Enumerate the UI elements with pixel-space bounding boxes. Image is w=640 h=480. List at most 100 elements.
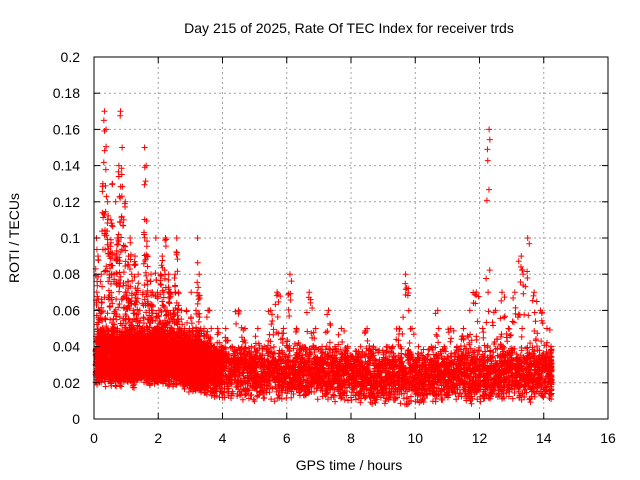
data-point — [102, 166, 109, 173]
data-point — [107, 303, 114, 310]
data-point — [102, 383, 109, 390]
data-point — [101, 315, 108, 322]
data-point — [101, 108, 108, 115]
data-point — [183, 307, 190, 314]
data-point — [93, 289, 100, 296]
data-point — [94, 293, 101, 300]
data-point — [99, 283, 106, 290]
data-point — [175, 306, 182, 313]
data-point — [108, 289, 115, 296]
data-point — [100, 308, 107, 315]
data-point — [103, 126, 110, 133]
data-point — [103, 193, 110, 200]
data-point — [112, 198, 119, 205]
data-point — [141, 281, 148, 288]
data-point — [95, 306, 102, 313]
data-point — [162, 243, 169, 250]
data-point — [103, 143, 110, 150]
data-point — [99, 228, 106, 235]
data-point — [131, 261, 138, 268]
data-point — [171, 275, 178, 282]
data-point — [103, 263, 110, 270]
data-point — [117, 108, 124, 115]
data-point — [188, 320, 195, 327]
data-point — [159, 253, 166, 260]
data-point — [173, 235, 180, 241]
data-point — [104, 216, 111, 223]
data-point — [117, 273, 124, 280]
data-point — [102, 182, 109, 189]
data-point — [109, 223, 116, 230]
data-point — [196, 314, 203, 321]
data-point — [97, 278, 104, 285]
data-point — [131, 253, 138, 260]
data-point — [195, 284, 202, 291]
data-point — [104, 268, 111, 275]
data-point — [171, 283, 178, 290]
data-point — [128, 271, 135, 278]
data-point — [141, 144, 148, 151]
data-point — [142, 178, 149, 185]
data-point — [166, 300, 173, 307]
data-point — [115, 162, 122, 169]
data-point — [104, 198, 111, 205]
data-point — [109, 180, 116, 187]
data-point — [98, 299, 105, 306]
data-point — [93, 246, 100, 253]
data-point — [144, 263, 151, 270]
data-point — [188, 314, 195, 321]
data-point — [119, 144, 126, 151]
data-point — [194, 300, 201, 307]
data-point — [98, 304, 105, 311]
data-point — [165, 271, 172, 278]
data-point — [95, 253, 102, 260]
data-point — [102, 246, 109, 253]
data-point — [135, 280, 142, 287]
data-point — [120, 222, 127, 229]
data-point — [147, 278, 154, 285]
data-points — [92, 108, 555, 408]
data-point — [107, 243, 114, 250]
data-point — [141, 181, 148, 188]
data-point — [194, 235, 201, 241]
data-point — [194, 259, 201, 266]
data-point — [174, 256, 181, 263]
data-point — [144, 277, 151, 284]
data-point — [104, 310, 111, 317]
data-point — [144, 281, 151, 288]
data-point — [175, 289, 182, 296]
data-point — [160, 302, 167, 309]
data-point — [115, 168, 122, 175]
data-point — [94, 282, 101, 289]
data-point — [108, 280, 115, 287]
data-point — [94, 273, 101, 280]
data-point — [99, 188, 106, 195]
data-point — [135, 271, 142, 278]
data-point — [100, 117, 107, 124]
data-point — [171, 310, 178, 317]
data-point — [102, 208, 109, 215]
data-point — [194, 289, 201, 296]
data-point — [143, 243, 150, 250]
data-point — [107, 216, 114, 223]
data-point — [195, 296, 202, 303]
data-point — [103, 232, 110, 239]
data-point — [174, 312, 181, 319]
data-point — [195, 318, 202, 325]
data-point — [196, 271, 203, 278]
data-point — [163, 236, 170, 243]
data-point — [123, 289, 130, 296]
data-point — [104, 228, 111, 235]
data-point — [103, 323, 110, 330]
data-point — [95, 319, 102, 326]
chart-title: Day 215 of 2025, Rate Of TEC Index for r… — [184, 20, 514, 36]
data-point — [152, 270, 159, 277]
data-point — [100, 159, 107, 166]
data-point — [149, 307, 156, 314]
data-point — [166, 294, 173, 301]
data-point — [108, 271, 115, 278]
data-point — [101, 147, 108, 154]
data-point — [188, 289, 195, 296]
data-point — [127, 235, 134, 241]
